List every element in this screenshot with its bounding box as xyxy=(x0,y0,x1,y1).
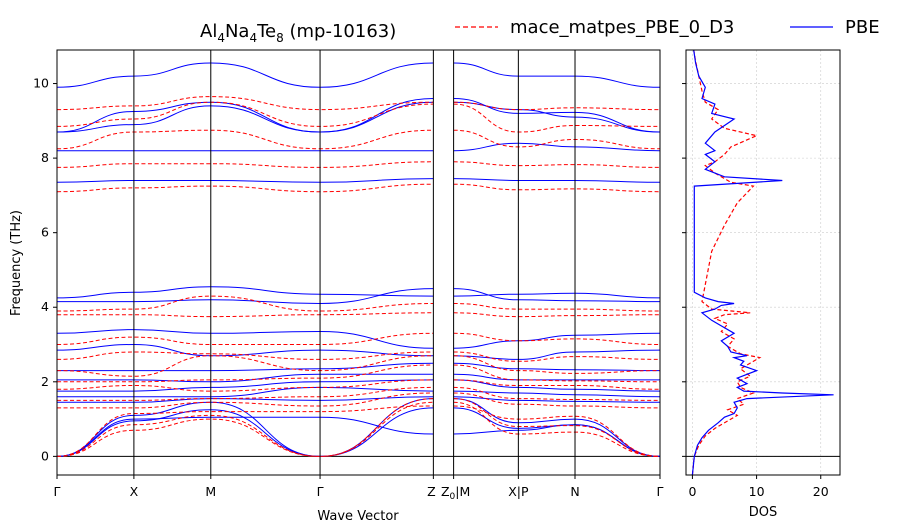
legend-label-pbe: PBE xyxy=(845,17,880,38)
dos-x-tick-label-1: 10 xyxy=(749,484,765,499)
pbe-band-9 xyxy=(56,329,661,349)
dos-axis-label: DOS xyxy=(749,505,778,520)
y-tick-label-3: 6 xyxy=(41,225,49,240)
mace-band-13 xyxy=(56,161,661,168)
mace-band-5 xyxy=(56,379,661,392)
mace-band-1 xyxy=(56,398,661,457)
x-tick-label-2: M xyxy=(205,484,216,499)
y-tick-label-5: 10 xyxy=(33,76,49,91)
mace-band-8 xyxy=(56,351,661,362)
chart-title: Al4Na4Te8 (mp-10163) xyxy=(200,21,396,45)
mace-band-3 xyxy=(57,392,661,409)
x-tick-label-6: X|P xyxy=(508,484,529,499)
pbe-band-5 xyxy=(57,379,661,392)
pbe-band-11 xyxy=(56,286,661,299)
y-tick-label-2: 4 xyxy=(41,299,49,314)
mace-band-11 xyxy=(56,295,661,312)
mace-band-15 xyxy=(56,101,661,133)
dos-x-tick-label-2: 20 xyxy=(813,484,829,499)
mace-band-4 xyxy=(57,386,661,401)
legend: mace_matpes_PBE_0_D3 PBE xyxy=(455,17,880,38)
mace-band-16 xyxy=(56,96,661,111)
dos-panel: 0 10 20 xyxy=(682,49,841,499)
y-axis-label: Frequency (THz) xyxy=(9,210,24,316)
mace-band-0 xyxy=(56,401,661,457)
x-tick-label-1: X xyxy=(130,484,139,499)
x-tick-label-7: N xyxy=(570,484,579,499)
band-structure-panel: 0 2 4 6 8 10 Γ X M Γ Z Z0|M X|P N Γ xyxy=(33,49,664,502)
dos-x-tick-label-0: 0 xyxy=(688,484,696,499)
mace-band-12 xyxy=(56,183,661,193)
x-axis-label: Wave Vector xyxy=(317,509,399,524)
mace-band-10 xyxy=(57,312,661,318)
pbe-band-2 xyxy=(56,398,661,457)
pbe-band-4 xyxy=(57,386,661,398)
pbe-band-16 xyxy=(56,62,661,88)
pbe-band-10 xyxy=(57,288,661,305)
legend-label-mace: mace_matpes_PBE_0_D3 xyxy=(510,17,734,38)
y-tick-label-1: 2 xyxy=(41,374,49,389)
y-tick-label-0: 0 xyxy=(41,448,49,463)
band-frame xyxy=(56,49,661,476)
pbe-band-7 xyxy=(57,362,661,372)
pbe-band-13 xyxy=(56,142,661,152)
x-tick-label-4: Z xyxy=(427,484,436,499)
pbe-band-8 xyxy=(56,343,661,360)
mace-band-7 xyxy=(56,355,661,377)
dos-frame xyxy=(685,49,841,476)
pbe-band-14 xyxy=(56,101,661,133)
mace-band-14 xyxy=(56,129,661,150)
y-tick-label-4: 8 xyxy=(41,150,49,165)
pbe-dos-curve xyxy=(691,49,834,476)
x-tick-label-3: Γ xyxy=(317,484,324,499)
x-tick-label-8: Γ xyxy=(657,484,664,499)
x-tick-label-5: Z0|M xyxy=(441,484,470,502)
pbe-band-12 xyxy=(56,178,661,183)
mace-band-9 xyxy=(56,332,661,345)
pbe-band-0 xyxy=(56,416,661,457)
mace-band-2 xyxy=(56,405,661,457)
mace-dos-curve xyxy=(691,49,762,476)
x-tick-label-0: Γ xyxy=(54,484,61,499)
mace-band-6 xyxy=(57,364,661,383)
pbe-band-15 xyxy=(56,98,661,133)
